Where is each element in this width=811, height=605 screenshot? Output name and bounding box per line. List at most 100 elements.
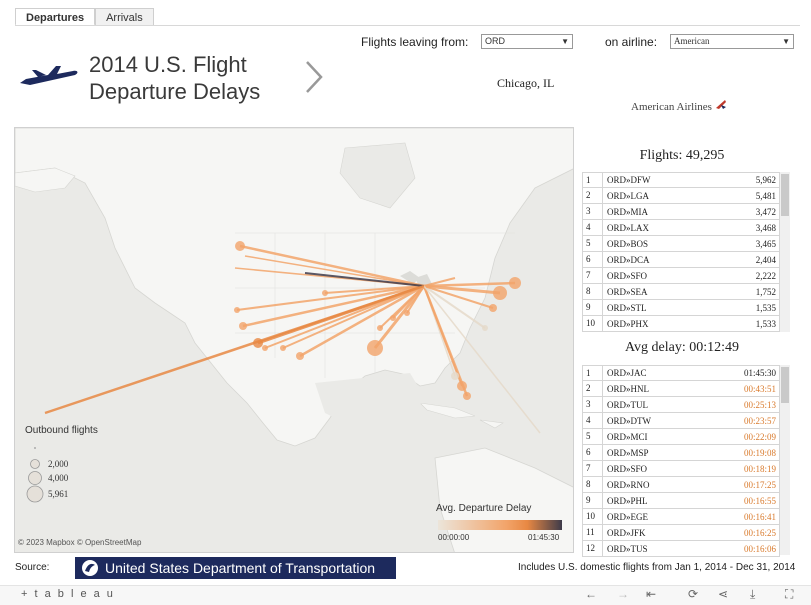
destination-circle[interactable] bbox=[390, 315, 396, 321]
table-row[interactable]: 6 ORD»MSP 00:19:08 bbox=[582, 445, 780, 461]
rank-cell: 10 bbox=[583, 509, 603, 524]
rank-cell: 4 bbox=[583, 413, 603, 428]
table-row[interactable]: 9 ORD»STL 1,535 bbox=[582, 300, 780, 316]
destination-circle[interactable] bbox=[377, 325, 383, 331]
size-legend-label: 2,000 bbox=[48, 459, 69, 469]
table-row[interactable]: 5 ORD»MCI 00:22:09 bbox=[582, 429, 780, 445]
destination-circle[interactable] bbox=[253, 338, 263, 348]
dot-logo[interactable]: United States Department of Transportati… bbox=[75, 557, 396, 579]
route-line[interactable] bbox=[236, 285, 425, 311]
route-line[interactable] bbox=[324, 285, 425, 294]
destination-circle[interactable] bbox=[457, 381, 467, 391]
destination-circle[interactable] bbox=[296, 352, 304, 360]
tableau-logo[interactable]: + t a b l e a u bbox=[21, 588, 115, 600]
route-line[interactable] bbox=[304, 272, 425, 287]
revert-icon[interactable]: ⇤ bbox=[646, 587, 657, 601]
table-row[interactable]: 1 ORD»DFW 5,962 bbox=[582, 172, 780, 188]
origin-airport-value: ORD bbox=[485, 36, 505, 46]
route-cell: ORD»MIA bbox=[607, 206, 649, 217]
fullscreen-icon[interactable]: ⛶ bbox=[785, 587, 794, 601]
map-attribution[interactable]: © 2023 Mapbox © OpenStreetMap bbox=[18, 538, 142, 547]
route-cell: ORD»MCI bbox=[607, 431, 648, 442]
table-row[interactable]: 2 ORD»HNL 00:43:51 bbox=[582, 381, 780, 397]
table-row[interactable]: 4 ORD»LAX 3,468 bbox=[582, 220, 780, 236]
table-row[interactable]: 8 ORD»SEA 1,752 bbox=[582, 284, 780, 300]
share-icon[interactable]: ⋖ bbox=[718, 587, 729, 601]
table-row[interactable]: 12 ORD»TUS 00:16:06 bbox=[582, 541, 780, 557]
value-cell: 00:18:19 bbox=[743, 463, 776, 474]
route-line[interactable] bbox=[423, 277, 456, 287]
destination-circle[interactable] bbox=[489, 304, 497, 312]
value-cell: 3,465 bbox=[755, 238, 776, 249]
destination-circle[interactable] bbox=[404, 310, 410, 316]
size-legend-title: Outbound flights bbox=[25, 425, 98, 436]
tab-departures[interactable]: Departures bbox=[15, 8, 96, 26]
rank-cell: 5 bbox=[583, 236, 603, 251]
destination-circle[interactable] bbox=[493, 286, 507, 300]
route-line[interactable] bbox=[264, 285, 425, 349]
airline-dropdown[interactable]: American ▼ bbox=[670, 34, 794, 49]
undo-icon[interactable]: ← bbox=[585, 587, 597, 601]
route-line[interactable] bbox=[242, 284, 425, 328]
dropdown-arrow-icon: ▼ bbox=[561, 37, 569, 46]
delay-table-scrollbar[interactable] bbox=[780, 365, 790, 555]
table-row[interactable]: 5 ORD»BOS 3,465 bbox=[582, 236, 780, 252]
redo-icon[interactable]: → bbox=[617, 587, 629, 601]
route-line[interactable] bbox=[423, 284, 501, 295]
destination-circle[interactable] bbox=[463, 392, 471, 400]
table-row[interactable]: 10 ORD»PHX 1,533 bbox=[582, 316, 780, 332]
size-legend-label: 4,000 bbox=[48, 473, 69, 483]
destination-circle[interactable] bbox=[234, 307, 240, 313]
table-row[interactable]: 6 ORD»DCA 2,404 bbox=[582, 252, 780, 268]
dashboard-tabs: Departures Arrivals bbox=[15, 8, 154, 26]
route-cell: ORD»PHL bbox=[607, 495, 648, 506]
route-line[interactable] bbox=[244, 255, 425, 287]
destination-circle[interactable] bbox=[451, 372, 459, 380]
destination-circle[interactable] bbox=[239, 322, 247, 330]
chevron-right-icon[interactable] bbox=[303, 60, 325, 94]
tab-divider bbox=[15, 25, 800, 26]
destination-circle[interactable] bbox=[322, 290, 328, 296]
table-row[interactable]: 7 ORD»SFO 2,222 bbox=[582, 268, 780, 284]
route-line[interactable] bbox=[299, 284, 425, 358]
rank-cell: 8 bbox=[583, 477, 603, 492]
table-row[interactable]: 3 ORD»TUL 00:25:13 bbox=[582, 397, 780, 413]
route-line[interactable] bbox=[44, 284, 425, 415]
table-row[interactable]: 1 ORD»JAC 01:45:30 bbox=[582, 365, 780, 381]
destination-circle[interactable] bbox=[280, 345, 286, 351]
destination-circle[interactable] bbox=[509, 277, 521, 289]
route-line[interactable] bbox=[423, 285, 486, 329]
table-row[interactable]: 3 ORD»MIA 3,472 bbox=[582, 204, 780, 220]
table-row[interactable]: 9 ORD»PHL 00:16:55 bbox=[582, 493, 780, 509]
table-row[interactable]: 8 ORD»RNO 00:17:25 bbox=[582, 477, 780, 493]
table-row[interactable]: 7 ORD»SFO 00:18:19 bbox=[582, 461, 780, 477]
table-row[interactable]: 2 ORD»LGA 5,481 bbox=[582, 188, 780, 204]
route-line[interactable] bbox=[239, 244, 425, 288]
scroll-thumb[interactable] bbox=[781, 367, 789, 403]
table-row[interactable]: 10 ORD»EGE 00:16:41 bbox=[582, 509, 780, 525]
download-icon[interactable]: ⤓ bbox=[750, 587, 756, 601]
route-line[interactable] bbox=[423, 281, 516, 288]
airline-logo: American Airlines bbox=[631, 98, 727, 113]
route-line[interactable] bbox=[392, 285, 425, 319]
value-cell: 00:43:51 bbox=[743, 383, 776, 394]
destination-circle[interactable] bbox=[367, 340, 383, 356]
table-row[interactable]: 4 ORD»DTW 00:23:57 bbox=[582, 413, 780, 429]
scroll-thumb[interactable] bbox=[781, 174, 789, 216]
origin-airport-dropdown[interactable]: ORD ▼ bbox=[481, 34, 573, 49]
route-line[interactable] bbox=[422, 285, 469, 397]
route-line[interactable] bbox=[373, 285, 426, 349]
tab-arrivals[interactable]: Arrivals bbox=[95, 8, 154, 26]
refresh-icon[interactable]: ⟳ bbox=[688, 587, 699, 601]
route-line[interactable] bbox=[406, 285, 425, 314]
route-line[interactable] bbox=[423, 285, 494, 309]
destination-circle[interactable] bbox=[235, 241, 245, 251]
table-row[interactable]: 11 ORD»JFK 00:16:25 bbox=[582, 525, 780, 541]
destination-circle[interactable] bbox=[482, 325, 488, 331]
flights-table-scrollbar[interactable] bbox=[780, 172, 790, 332]
destination-circle[interactable] bbox=[262, 345, 268, 351]
route-line[interactable] bbox=[423, 285, 541, 434]
flight-map[interactable]: Outbound flights 2,000 4,000 5,961 Avg. … bbox=[14, 127, 574, 553]
rank-cell: 2 bbox=[583, 188, 603, 203]
route-line[interactable] bbox=[282, 285, 425, 349]
